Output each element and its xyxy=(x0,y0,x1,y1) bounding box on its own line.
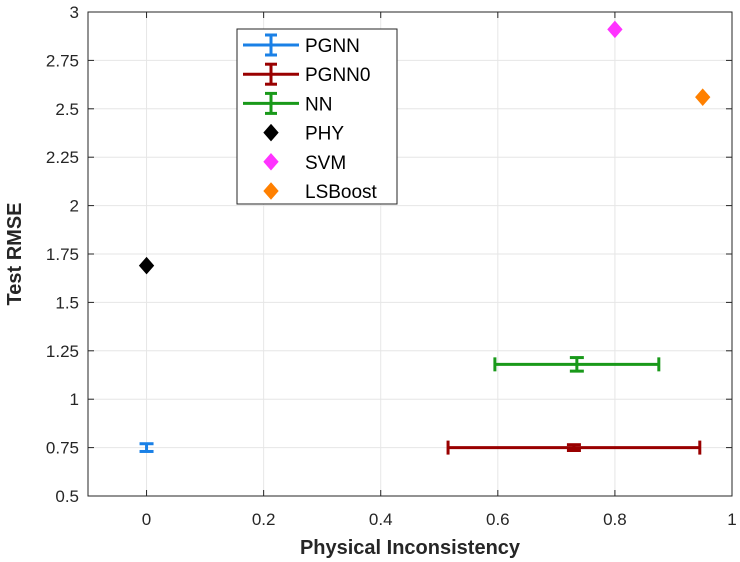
legend-item-nn: NN xyxy=(243,91,332,115)
legend-marker-phy xyxy=(263,123,279,142)
legend-label-lsboost: LSBoost xyxy=(305,182,378,203)
phy-point xyxy=(138,256,155,275)
series-lsboost xyxy=(695,88,711,106)
legend-label-svm: SVM xyxy=(305,153,346,174)
series-nn xyxy=(493,356,661,373)
svm-point xyxy=(607,20,623,39)
x-tick-label: 0 xyxy=(142,510,151,529)
lsboost-point xyxy=(695,88,711,106)
x-tick-label: 0.2 xyxy=(252,510,276,529)
legend-item-lsboost: LSBoost xyxy=(263,182,378,203)
legend-item-phy: PHY xyxy=(263,123,344,145)
y-tick-label: 1.5 xyxy=(55,293,79,312)
legend-box xyxy=(236,28,398,205)
legend-item-pgnn: PGNN xyxy=(243,33,360,57)
y-tick-label: 1 xyxy=(70,390,79,409)
y-tick-label: 2.5 xyxy=(55,100,79,119)
y-tick-label: 2.25 xyxy=(46,148,79,167)
legend-marker-svm xyxy=(263,153,279,171)
legend: PGNN PGNN0 NN PHY SVM LSBoost xyxy=(236,28,398,205)
legend-label-pgnn: PGNN xyxy=(305,36,360,57)
legend-item-svm: SVM xyxy=(263,153,346,174)
x-axis-title: Physical Inconsistency xyxy=(300,537,521,559)
series-pgnn xyxy=(139,442,154,453)
x-tick-label: 0.8 xyxy=(603,510,627,529)
y-tick-label: 1.25 xyxy=(46,342,79,361)
series-svm xyxy=(607,20,623,39)
y-tick-label: 3 xyxy=(70,3,79,22)
x-tick-label: 0.4 xyxy=(369,510,393,529)
series-phy xyxy=(138,256,155,275)
y-tick-label: 2.75 xyxy=(46,51,79,70)
x-tick-label: 1 xyxy=(727,510,736,529)
legend-marker-lsboost xyxy=(263,182,279,200)
legend-label-pgnn0: PGNN0 xyxy=(305,65,370,86)
series-pgnn0 xyxy=(446,440,702,455)
y-tick-label: 1.75 xyxy=(46,245,79,264)
x-tick-label: 0.6 xyxy=(486,510,510,529)
y-tick-label: 0.75 xyxy=(46,439,79,458)
y-axis-title: Test RMSE xyxy=(4,203,26,306)
data-marks xyxy=(138,20,711,455)
legend-item-pgnn0: PGNN0 xyxy=(243,62,370,86)
axis-ticks: 0 0.2 0.4 0.6 0.8 1 0.5 0.75 1 1.25 1.5 1.75 2 2.25 2.… xyxy=(46,3,737,529)
y-tick-label: 2 xyxy=(70,197,79,216)
legend-label-nn: NN xyxy=(305,94,332,115)
y-tick-label: 0.5 xyxy=(55,487,79,506)
legend-label-phy: PHY xyxy=(305,124,344,145)
grid xyxy=(88,11,733,497)
